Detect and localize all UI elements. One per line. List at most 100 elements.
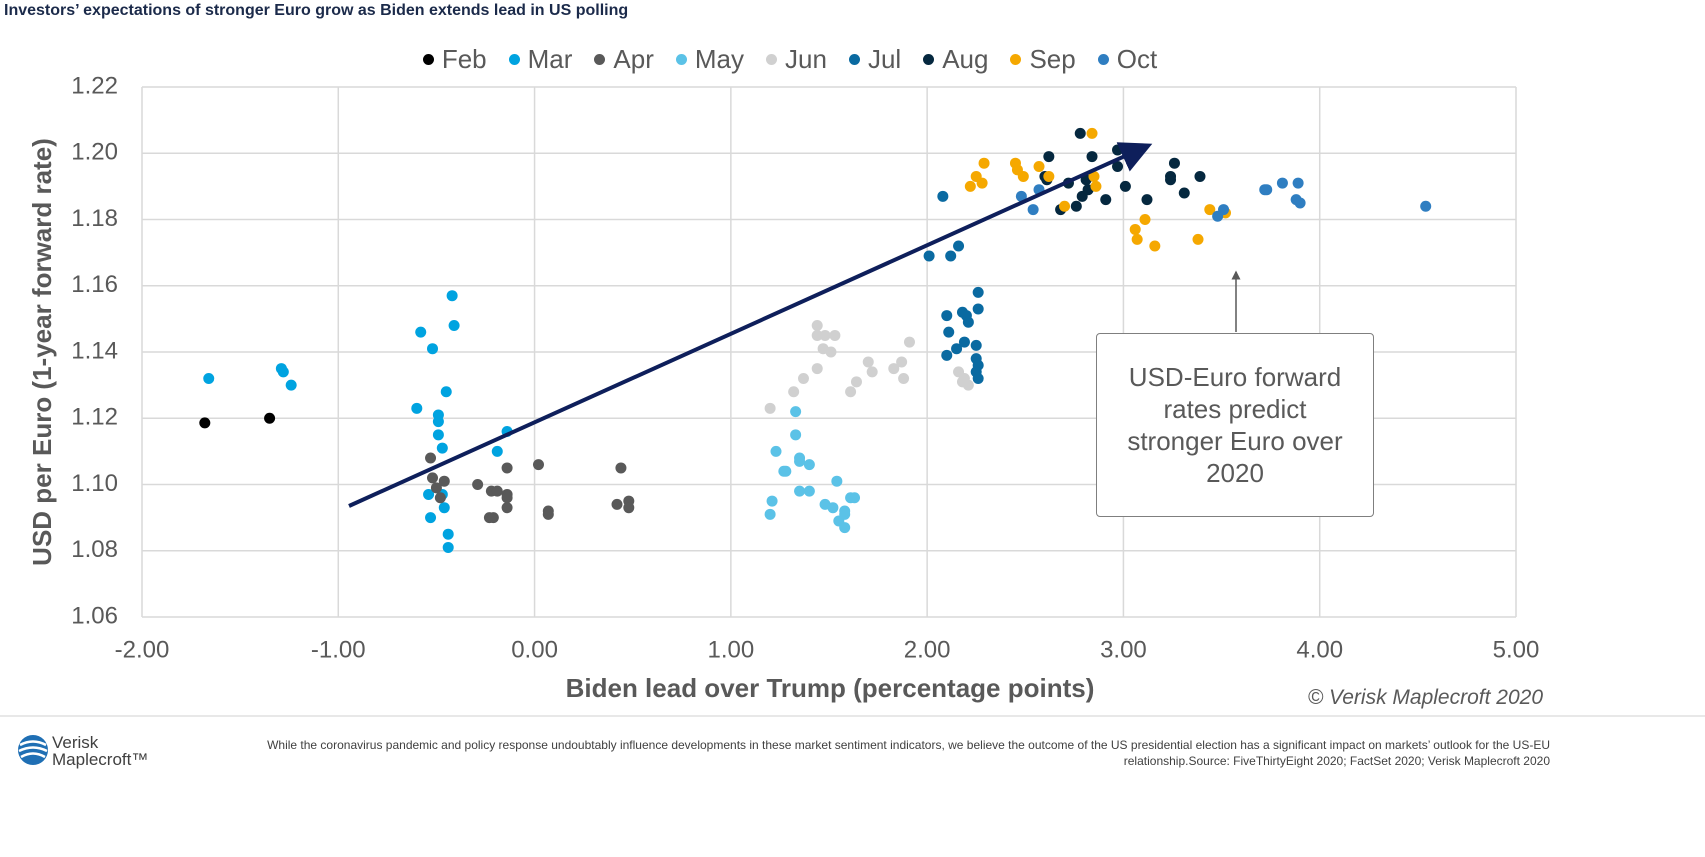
x-tick-label: 2.00 — [904, 636, 951, 663]
logo-icon — [18, 735, 48, 765]
point — [423, 488, 435, 500]
point — [438, 502, 450, 514]
point — [972, 286, 984, 298]
point — [903, 336, 915, 348]
point — [1015, 190, 1027, 202]
point — [770, 445, 782, 457]
point — [491, 485, 503, 497]
point — [448, 320, 460, 331]
point — [962, 316, 974, 328]
point — [427, 343, 439, 355]
legend-item: Feb — [422, 44, 487, 75]
point — [850, 376, 862, 388]
point — [472, 479, 484, 490]
point — [1043, 170, 1055, 182]
legend-marker — [594, 54, 606, 65]
annotation-text: USD-Euro forward rates predict stronger … — [1127, 362, 1343, 488]
point — [425, 452, 437, 464]
point — [896, 356, 908, 368]
point — [811, 320, 823, 331]
point — [811, 363, 823, 375]
point — [958, 373, 970, 384]
point — [1088, 170, 1100, 182]
point — [415, 326, 427, 338]
x-tick-label: 4.00 — [1296, 636, 1343, 663]
point — [790, 406, 802, 418]
legend-label: Jun — [785, 44, 827, 74]
point — [943, 326, 955, 338]
point — [1100, 194, 1112, 206]
point — [898, 373, 910, 384]
point — [976, 177, 988, 189]
point — [1178, 187, 1190, 199]
point — [790, 429, 802, 441]
point — [532, 459, 544, 471]
legend-item: Apr — [594, 44, 654, 75]
point — [839, 505, 851, 517]
point — [203, 373, 215, 384]
logo-line: Verisk — [52, 733, 99, 752]
y-tick-label: 1.10 — [71, 470, 118, 497]
y-axis-title: USD per Euro (1-year forward rate) — [27, 138, 57, 566]
legend-marker — [848, 54, 860, 65]
point — [1074, 127, 1086, 139]
point — [945, 250, 957, 262]
trend-arrow — [348, 142, 1153, 508]
legend-marker — [766, 54, 778, 65]
x-axis-title: Biden lead over Trump (percentage points… — [566, 673, 1095, 703]
annotation-box: USD-Euro forward rates predict stronger … — [1096, 333, 1374, 517]
x-tick-label: 5.00 — [1493, 636, 1540, 663]
point — [803, 485, 815, 497]
point — [1119, 180, 1131, 192]
y-tick-label: 1.18 — [71, 205, 118, 232]
point — [829, 329, 841, 341]
point — [411, 402, 423, 414]
point — [501, 502, 513, 514]
point — [425, 512, 437, 524]
point — [501, 462, 513, 474]
point — [849, 492, 861, 504]
logo-text: Verisk Maplecroft™ — [52, 734, 148, 768]
point — [937, 190, 949, 202]
point — [615, 462, 627, 474]
legend-label: Oct — [1116, 44, 1158, 74]
point — [430, 482, 442, 494]
point — [427, 472, 439, 484]
y-tick-label: 1.08 — [71, 536, 118, 563]
point — [972, 303, 984, 315]
point — [1059, 200, 1071, 212]
point — [1139, 214, 1151, 225]
legend-label: May — [694, 44, 745, 74]
point — [1017, 170, 1029, 182]
point — [436, 442, 448, 454]
point — [972, 373, 984, 384]
point — [788, 386, 800, 398]
y-tick-label: 1.14 — [71, 337, 118, 364]
y-tick-label: 1.20 — [71, 139, 118, 166]
point — [831, 475, 843, 487]
y-tick-label: 1.22 — [71, 72, 118, 99]
point — [1090, 180, 1102, 192]
point — [794, 485, 806, 497]
point — [819, 329, 831, 341]
legend-item: Sep — [1010, 44, 1076, 75]
point — [432, 416, 444, 428]
point — [1086, 127, 1098, 139]
point — [839, 522, 851, 534]
point — [1294, 197, 1306, 209]
legend-marker — [923, 54, 935, 65]
point — [1043, 151, 1055, 163]
point — [438, 475, 450, 487]
point — [845, 386, 857, 398]
legend-item: Oct — [1097, 44, 1158, 75]
x-tick-label: -1.00 — [311, 636, 366, 663]
legend-label: Feb — [441, 44, 487, 74]
footnote: While the coronavirus pandemic and polic… — [267, 737, 1550, 769]
legend-marker — [1010, 54, 1022, 65]
point — [811, 329, 823, 341]
chart-title: Investors’ expectations of stronger Euro… — [4, 2, 629, 19]
point — [953, 240, 965, 252]
point — [780, 465, 792, 477]
point — [442, 528, 454, 540]
